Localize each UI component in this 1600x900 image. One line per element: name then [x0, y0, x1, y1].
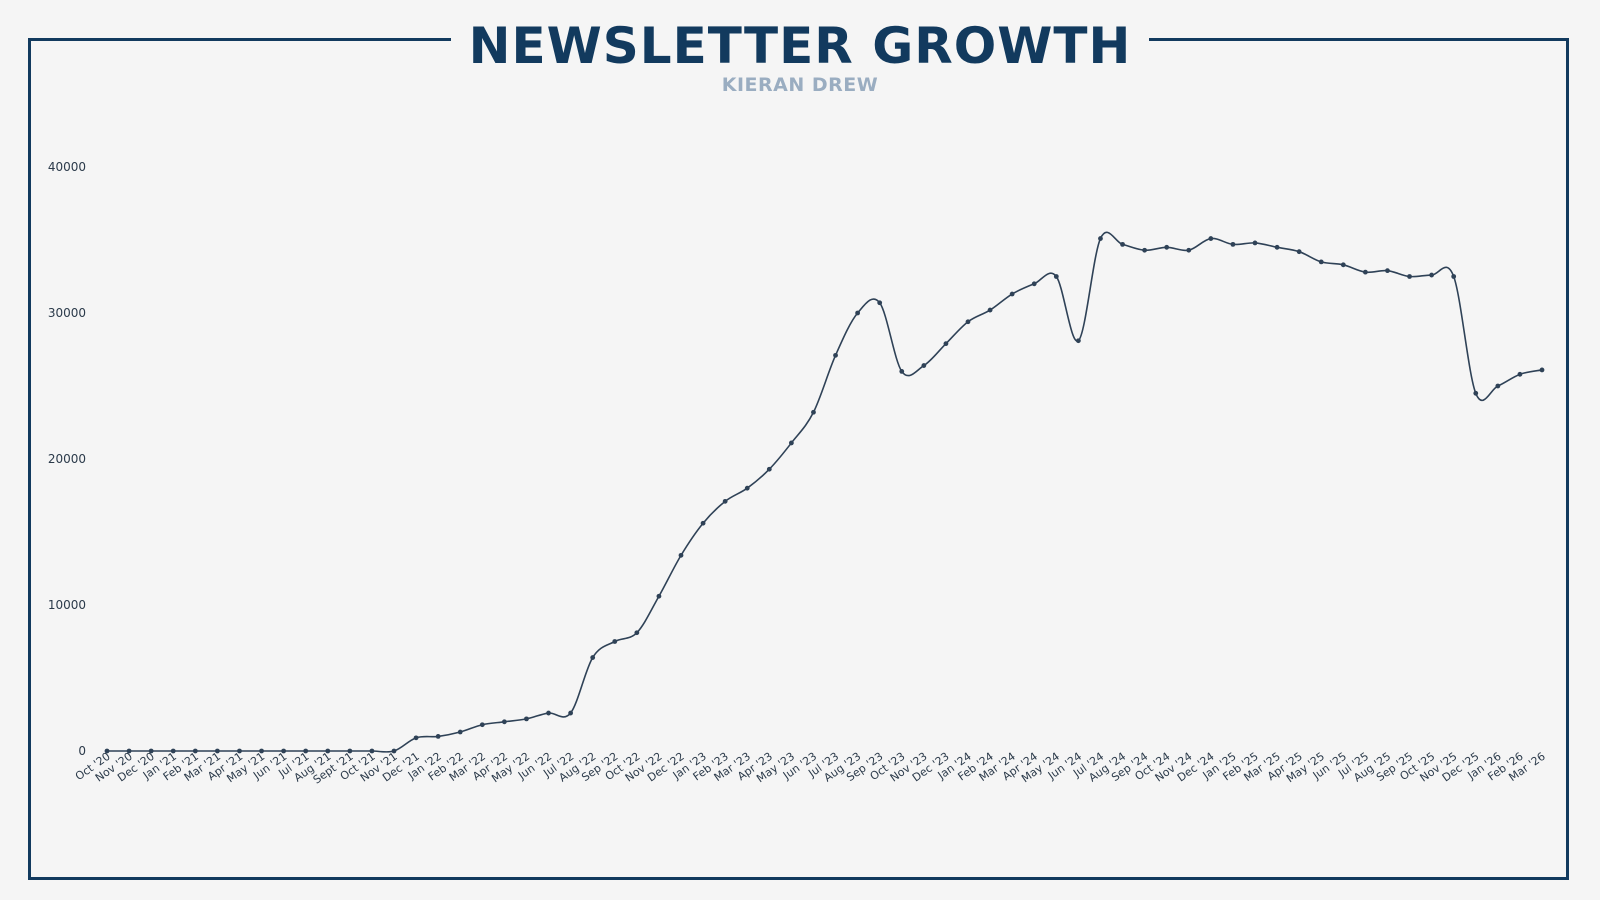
- data-point: [877, 300, 883, 306]
- data-point: [1098, 236, 1103, 241]
- data-point: [170, 748, 176, 754]
- y-tick-label: 40000: [48, 160, 86, 174]
- data-point: [943, 341, 949, 347]
- data-point: [1186, 247, 1192, 253]
- data-point: [237, 748, 242, 754]
- data-point: [1429, 272, 1435, 278]
- data-point: [214, 748, 220, 754]
- data-point: [457, 729, 463, 735]
- data-point: [413, 735, 419, 741]
- data-point: [811, 409, 816, 415]
- data-point: [1230, 241, 1236, 247]
- data-point: [1031, 281, 1037, 287]
- data-point: [303, 748, 309, 754]
- data-point: [1451, 274, 1457, 279]
- data-point: [1252, 240, 1258, 246]
- data-point: [1296, 249, 1302, 255]
- data-point: [656, 593, 662, 599]
- data-point: [1495, 383, 1501, 389]
- y-tick-label: 0: [78, 744, 86, 758]
- data-point: [987, 307, 993, 313]
- data-point: [126, 748, 132, 754]
- y-tick-label: 30000: [48, 306, 86, 320]
- data-point: [259, 748, 264, 754]
- data-point: [435, 734, 441, 739]
- chart-subtitle: KIERAN DREW: [721, 74, 879, 96]
- data-point: [1539, 367, 1545, 373]
- data-point: [590, 655, 596, 660]
- data-point: [568, 710, 574, 716]
- data-point: [148, 748, 154, 754]
- data-point: [479, 722, 485, 728]
- data-point: [634, 630, 640, 636]
- data-point: [678, 552, 684, 558]
- data-point: [1075, 338, 1081, 344]
- data-point: [104, 748, 110, 754]
- data-point: [612, 639, 618, 644]
- data-point: [833, 352, 838, 358]
- data-point: [722, 498, 728, 504]
- data-point: [1407, 274, 1412, 279]
- data-point: [1362, 269, 1368, 275]
- data-point: [700, 520, 706, 526]
- data-point: [965, 319, 971, 325]
- data-point: [1142, 247, 1148, 253]
- data-point: [281, 748, 287, 754]
- data-point: [501, 719, 507, 725]
- data-point: [1009, 291, 1015, 297]
- series-points: [104, 236, 1545, 754]
- data-point: [1385, 268, 1390, 274]
- data-point: [855, 310, 861, 316]
- data-point: [1164, 244, 1170, 250]
- data-point: [369, 748, 375, 754]
- y-axis-ticks: 0 10000 20000 30000 40000: [48, 160, 86, 758]
- data-point: [1274, 244, 1280, 250]
- data-point: [1053, 274, 1059, 279]
- data-point: [391, 748, 397, 754]
- data-point: [1340, 262, 1346, 268]
- data-point: [1120, 241, 1125, 247]
- data-point: [546, 710, 551, 716]
- data-point: [1318, 259, 1324, 265]
- data-point: [899, 369, 905, 374]
- data-point: [192, 748, 198, 754]
- data-point: [921, 363, 927, 368]
- data-point: [744, 485, 750, 491]
- series-line: [107, 231, 1543, 753]
- data-point: [325, 748, 331, 754]
- title-container: NEWSLETTER GROWTH: [0, 12, 1600, 80]
- data-point: [524, 716, 529, 722]
- data-point: [1473, 390, 1479, 396]
- y-tick-label: 10000: [48, 598, 86, 612]
- data-point: [347, 748, 353, 754]
- y-tick-label: 20000: [48, 452, 86, 466]
- data-point: [1208, 236, 1214, 241]
- data-point: [1517, 371, 1523, 377]
- data-point: [788, 440, 794, 446]
- data-point: [766, 466, 772, 472]
- chart-title: NEWSLETTER GROWTH: [450, 12, 1150, 80]
